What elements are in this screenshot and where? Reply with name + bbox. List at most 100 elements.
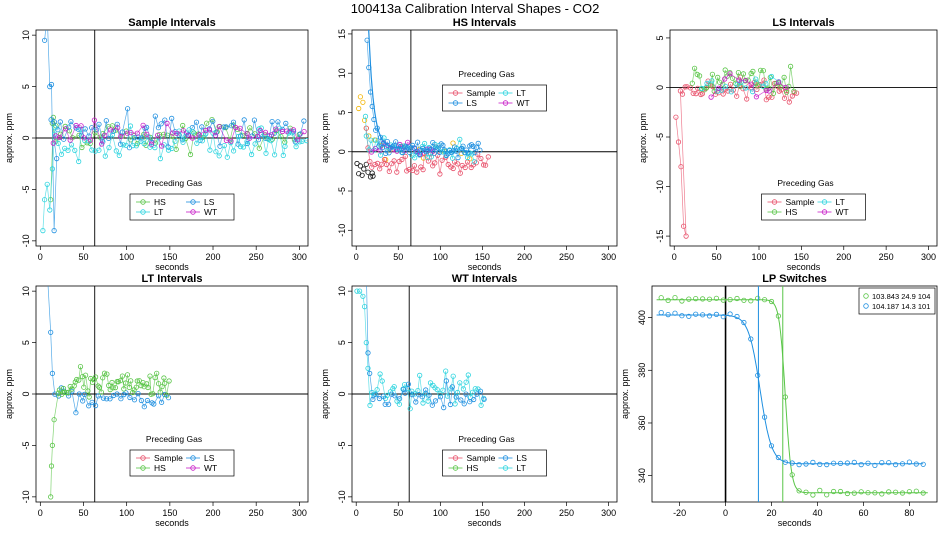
data-point — [432, 398, 439, 404]
data-point — [145, 384, 151, 391]
data-point — [691, 65, 698, 71]
data-point — [686, 313, 692, 319]
plot-area — [352, 30, 617, 246]
data-point — [166, 378, 172, 384]
legend-label: Sample — [786, 197, 815, 207]
x-tick-label: 100 — [751, 252, 766, 262]
data-point — [734, 82, 740, 88]
data-point — [106, 145, 112, 151]
data-point — [224, 154, 230, 160]
data-point — [817, 461, 823, 467]
data-point — [48, 81, 55, 88]
data-point — [844, 490, 851, 497]
data-point — [432, 160, 438, 166]
data-point — [377, 371, 383, 377]
data-point — [858, 461, 864, 468]
data-point — [130, 389, 136, 396]
data-point — [144, 131, 150, 137]
data-point — [164, 120, 170, 127]
data-point — [742, 85, 749, 91]
data-point — [892, 489, 899, 495]
data-point — [101, 370, 108, 376]
data-point — [74, 376, 80, 383]
data-point — [748, 336, 754, 342]
data-point — [782, 459, 788, 465]
y-tick-label: -5 — [337, 441, 347, 449]
data-point — [383, 161, 390, 168]
data-point — [282, 143, 288, 149]
data-point — [127, 394, 133, 401]
data-point — [672, 310, 678, 316]
data-point — [126, 384, 132, 390]
data-point — [73, 122, 79, 129]
data-point — [735, 70, 742, 76]
data-point — [824, 461, 830, 468]
legend-swatch-point — [821, 199, 828, 205]
data-point — [441, 404, 447, 411]
data-point — [485, 154, 491, 160]
data-point — [391, 384, 397, 390]
x-tick-label: 0 — [38, 252, 43, 262]
data-point — [216, 153, 222, 159]
data-point — [377, 152, 384, 158]
data-point — [414, 169, 420, 175]
data-point — [49, 166, 56, 172]
data-point — [706, 313, 713, 319]
data-point — [425, 158, 431, 164]
x-tick-label: 300 — [601, 508, 616, 518]
data-point — [386, 150, 392, 156]
data-point — [117, 378, 124, 384]
y-tick-label: 380 — [637, 363, 647, 378]
y-tick-label: -10 — [337, 490, 347, 503]
data-point — [48, 494, 54, 500]
data-point — [89, 147, 95, 153]
panel-title: LT Intervals — [142, 273, 203, 285]
legend-label: LT — [517, 463, 526, 473]
data-point — [273, 126, 279, 132]
legend-label: LS — [467, 98, 478, 108]
legend-box — [129, 193, 235, 221]
data-point — [457, 170, 463, 176]
data-point — [154, 370, 160, 376]
data-point — [381, 156, 388, 163]
legend-label: Sample — [467, 88, 496, 98]
data-point — [48, 329, 54, 335]
data-point — [125, 106, 131, 112]
data-point — [402, 390, 408, 396]
data-point — [709, 71, 716, 77]
y-axis-label: approx. ppm — [4, 369, 14, 419]
data-point — [186, 127, 192, 133]
x-tick-label: 300 — [292, 508, 307, 518]
data-point — [824, 492, 830, 498]
x-tick-label: 40 — [812, 508, 822, 518]
data-point — [96, 121, 102, 127]
data-point — [363, 133, 369, 139]
panel-ls: LS Intervals 0 50 100 150 200 250 300 -15 -10 -5 0 5… — [638, 17, 938, 272]
panel-lt: LT Intervals 0 50 100 150 200 250 300 -10 -5 0 5 10 s… — [4, 273, 309, 528]
legend: Preceding Gas Sample LT LS WT — [442, 69, 547, 112]
data-point — [417, 372, 423, 378]
data-point — [684, 84, 690, 90]
y-tick-label: 5 — [21, 340, 31, 345]
legend-label: LT — [836, 197, 845, 207]
legend-swatch-point — [452, 465, 459, 471]
data-point — [256, 145, 262, 151]
data-point — [734, 295, 740, 302]
legend-label: LS — [204, 197, 215, 207]
data-point — [773, 80, 779, 87]
legend: Preceding Gas Sample LT HS WT — [761, 178, 866, 221]
series-hs — [656, 286, 928, 502]
data-point — [458, 397, 464, 403]
data-point — [271, 152, 278, 158]
data-point — [81, 391, 88, 397]
x-tick-label: 150 — [794, 252, 809, 262]
data-point — [133, 384, 139, 390]
data-point — [865, 460, 871, 466]
y-tick-label: -5 — [655, 133, 665, 141]
data-point — [740, 71, 747, 77]
data-point — [913, 461, 919, 467]
legend-label: Sample — [467, 453, 496, 463]
data-point — [360, 99, 366, 105]
data-point — [169, 145, 175, 152]
data-point — [73, 410, 79, 416]
